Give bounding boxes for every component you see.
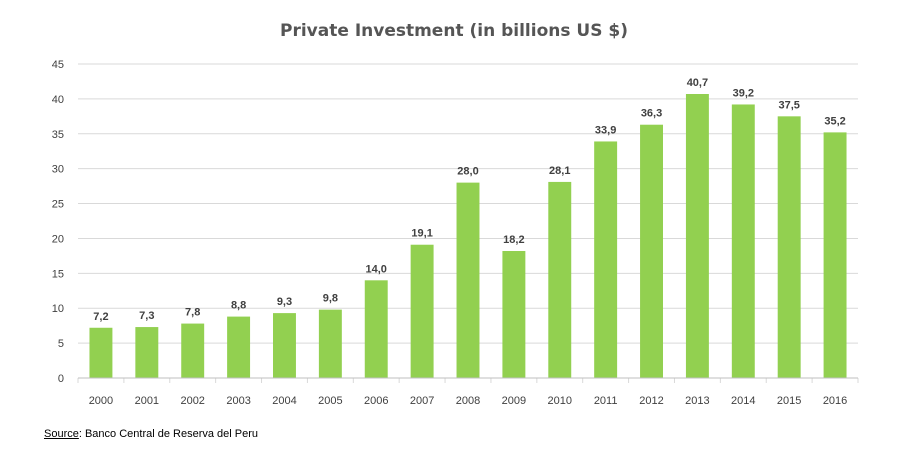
x-tick-label: 2000 (89, 395, 113, 407)
y-tick-label: 25 (52, 199, 64, 211)
data-label: 28,1 (549, 165, 570, 177)
data-label: 40,7 (687, 77, 708, 89)
y-tick-label: 40 (52, 94, 64, 106)
y-tick-label: 20 (52, 233, 64, 245)
x-tick-label: 2016 (823, 395, 847, 407)
x-tick-label: 2003 (226, 395, 250, 407)
source-note: Source: Banco Central de Reserva del Per… (44, 428, 258, 440)
x-tick-label: 2011 (594, 395, 618, 407)
bar (227, 316, 251, 378)
bar (777, 116, 801, 378)
bar (594, 141, 618, 378)
bar (685, 94, 709, 378)
bar (731, 104, 755, 379)
y-tick-label: 35 (52, 129, 64, 141)
bar (823, 132, 847, 378)
x-tick-label: 2005 (318, 395, 342, 407)
data-label: 9,3 (277, 296, 292, 308)
y-tick-label: 15 (52, 268, 64, 280)
data-label: 7,2 (93, 311, 108, 323)
bar (318, 309, 342, 378)
x-tick-label: 2007 (410, 395, 434, 407)
x-tick-label: 2012 (639, 395, 663, 407)
x-tick-label: 2015 (777, 395, 801, 407)
data-label: 35,2 (824, 115, 845, 127)
x-tick-label: 2001 (135, 395, 159, 407)
bar (502, 251, 526, 378)
data-labels: 7,2 7,3 7,8 8,8 9,3 9,8 14,0 19,1 28,0 18,2 28,1 33… (93, 77, 845, 323)
y-tick-label: 30 (52, 164, 64, 176)
x-tick-label: 2004 (272, 395, 296, 407)
bar-series (89, 94, 847, 379)
source-label: Source (44, 428, 79, 440)
y-axis: 0 5 10 15 20 25 30 35 40 45 (52, 59, 64, 385)
data-label: 9,8 (323, 293, 338, 305)
bar (135, 327, 159, 378)
bar (89, 327, 113, 378)
chart-title: Private Investment (in billions US $) (280, 21, 628, 41)
data-label: 19,1 (411, 228, 432, 240)
y-tick-label: 5 (58, 338, 64, 350)
x-axis: 2000 2001 2002 2003 2004 2005 2006 2007 2008 2009… (77, 377, 859, 407)
y-tick-label: 10 (52, 303, 64, 315)
data-label: 37,5 (778, 99, 799, 111)
source-text: : Banco Central de Reserva del Peru (78, 428, 259, 440)
bar (364, 280, 388, 378)
data-label: 14,0 (366, 263, 387, 275)
x-tick-label: 2010 (548, 395, 572, 407)
x-tick-label: 2009 (502, 395, 526, 407)
bar (640, 124, 663, 378)
data-label: 28,0 (457, 166, 478, 178)
x-tick-label: 2013 (685, 395, 709, 407)
bar (181, 323, 205, 378)
y-tick-label: 45 (52, 59, 64, 71)
x-tick-label: 2008 (456, 395, 480, 407)
x-tick-label: 2002 (180, 395, 204, 407)
bar (410, 244, 434, 378)
data-label: 8,8 (231, 300, 246, 312)
data-label: 39,2 (733, 87, 754, 99)
x-tick-label: 2006 (364, 395, 388, 407)
data-label: 18,2 (503, 234, 524, 246)
data-label: 36,3 (641, 108, 662, 120)
data-label: 7,8 (185, 307, 200, 319)
x-tick-label: 2014 (731, 395, 755, 407)
data-label: 7,3 (139, 310, 154, 322)
y-tick-label: 0 (58, 373, 64, 385)
bar (456, 182, 480, 378)
data-label: 33,9 (595, 124, 616, 136)
bar (548, 181, 572, 378)
bar (273, 313, 296, 378)
